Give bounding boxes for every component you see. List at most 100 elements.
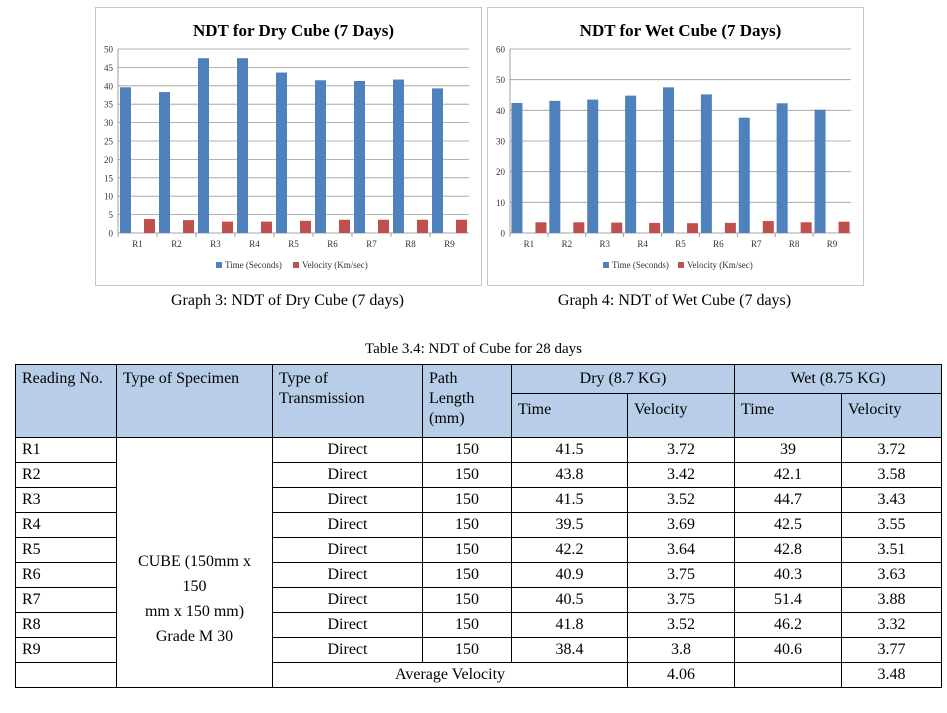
reading-cell: R9 — [15, 637, 117, 663]
x-tick-label: R9 — [444, 239, 455, 249]
header-dry-velocity: Velocity — [627, 393, 735, 438]
average-label-cell: Average Velocity — [272, 662, 628, 688]
velocity-bar — [456, 219, 467, 233]
dry-velocity-cell: 3.52 — [627, 612, 735, 638]
x-tick-label: R5 — [675, 239, 686, 249]
dry-velocity-cell: 3.75 — [627, 587, 735, 613]
reading-cell: R7 — [15, 587, 117, 613]
velocity-bar — [762, 221, 774, 233]
y-tick-label: 25 — [104, 137, 114, 147]
dry-time-cell: 42.2 — [511, 537, 628, 563]
dry-time-cell: 39.5 — [511, 512, 628, 538]
x-tick-label: R1 — [132, 239, 143, 249]
y-tick-label: 15 — [104, 173, 114, 183]
path-length-cell: 150 — [422, 462, 512, 488]
time-bar — [663, 87, 674, 233]
time-bar — [625, 95, 637, 233]
velocity-bar — [800, 222, 812, 233]
time-bar — [276, 72, 287, 233]
wet-velocity-cell: 3.51 — [840, 537, 943, 563]
y-tick-label: 30 — [496, 137, 506, 147]
graph-4-caption: Graph 4: NDT of Wet Cube (7 days) — [557, 292, 792, 309]
specimen-line: mm x 150 mm) — [144, 603, 245, 620]
x-tick-label: R2 — [562, 239, 573, 249]
velocity-bar — [687, 223, 698, 233]
time-bar — [814, 109, 826, 233]
y-tick-label: 60 — [496, 45, 506, 55]
y-tick-label: 45 — [104, 63, 114, 73]
x-tick-label: R4 — [249, 239, 260, 249]
x-tick-label: R6 — [713, 239, 724, 249]
y-tick-label: 40 — [104, 81, 114, 91]
dry-cube-chart-svg: NDT for Dry Cube (7 Days) 0 5 10 15 20 25 30 35 4… — [104, 21, 469, 270]
chart-title: NDT for Dry Cube (7 Days) — [193, 21, 394, 40]
header-type-of-transmission: Type of Transmission — [272, 364, 423, 438]
time-bar — [120, 87, 131, 233]
x-tick-label: R7 — [366, 239, 377, 249]
table-title: Table 3.4: NDT of Cube for 28 days — [365, 341, 582, 357]
wet-time-cell: 40.3 — [734, 562, 842, 588]
y-tick-label: 30 — [104, 118, 114, 128]
y-tick-label: 20 — [496, 167, 506, 177]
velocity-bar — [838, 221, 850, 233]
path-length-cell: 150 — [422, 587, 512, 613]
legend-label-time: Time (Seconds) — [612, 260, 669, 270]
path-length-cell: 150 — [422, 637, 512, 663]
dry-velocity-cell: 3.52 — [627, 487, 735, 513]
time-bar — [198, 58, 209, 234]
y-tick-label: 50 — [496, 75, 506, 85]
transmission-cell: Direct — [272, 512, 423, 538]
table-row: R5 Direct 150 42.2 3.64 42.8 3.51 — [15, 537, 943, 563]
y-tick-label: 40 — [496, 106, 506, 116]
header-wet-velocity: Velocity — [840, 393, 943, 438]
dry-velocity-cell: 3.75 — [627, 562, 735, 588]
wet-time-cell: 42.1 — [734, 462, 842, 488]
y-tick-label: 20 — [104, 155, 114, 165]
y-tick-label: 10 — [496, 198, 506, 208]
wet-velocity-cell: 3.63 — [840, 562, 943, 588]
dry-time-cell: 41.5 — [511, 437, 628, 463]
wet-velocity-cell: 3.88 — [840, 587, 943, 613]
reading-cell: R1 — [15, 437, 117, 463]
x-tick-label: R8 — [405, 239, 416, 249]
dry-velocity-cell: 3.64 — [627, 537, 735, 563]
dry-velocity-cell: 3.69 — [627, 512, 735, 538]
path-length-cell: 150 — [422, 512, 512, 538]
velocity-bar — [183, 220, 194, 233]
wet-velocity-cell: 3.55 — [840, 512, 943, 538]
y-tick-label: 0 — [109, 229, 114, 239]
dry-cube-chart: NDT for Dry Cube (7 Days) 0 5 10 15 20 25 30 35 4… — [95, 7, 482, 286]
transmission-cell: Direct — [272, 462, 423, 488]
path-length-cell: 150 — [422, 487, 512, 513]
dry-time-cell: 43.8 — [511, 462, 628, 488]
header-wet: Wet (8.75 KG) — [733, 364, 943, 394]
wet-velocity-cell: 3.77 — [840, 637, 943, 663]
header-path-length: Path Length (mm) — [422, 364, 512, 438]
velocity-bar — [261, 221, 272, 233]
time-bar — [511, 102, 523, 234]
reading-cell: R3 — [15, 487, 117, 513]
reading-cell: R5 — [15, 537, 117, 563]
transmission-cell: Direct — [272, 637, 423, 663]
x-tick-label: R4 — [637, 239, 648, 249]
time-bar — [700, 94, 712, 234]
transmission-cell: Direct — [272, 562, 423, 588]
legend-swatch-time — [603, 262, 609, 268]
ndt-table: Reading No. Type of Specimen Type of Tra… — [15, 364, 943, 688]
x-tick-label: R6 — [327, 239, 338, 249]
wet-velocity-cell: 3.32 — [840, 612, 943, 638]
wet-velocity-cell: 3.72 — [840, 437, 943, 463]
path-length-cell: 150 — [422, 612, 512, 638]
transmission-cell: Direct — [272, 437, 423, 463]
header-dry: Dry (8.7 KG) — [511, 364, 735, 394]
y-tick-label: 5 — [109, 210, 114, 220]
y-tick-label: 10 — [104, 192, 114, 202]
dry-time-cell: 40.5 — [511, 587, 628, 613]
legend-label-velocity: Velocity (Km/sec) — [302, 260, 368, 270]
x-tick-label: R8 — [789, 239, 800, 249]
wet-velocity-cell: 3.58 — [840, 462, 943, 488]
legend-swatch-time — [216, 262, 222, 268]
transmission-cell: Direct — [272, 487, 423, 513]
subheader-row: Time Velocity Time Velocity — [16, 393, 943, 438]
transmission-cell: Direct — [272, 587, 423, 613]
